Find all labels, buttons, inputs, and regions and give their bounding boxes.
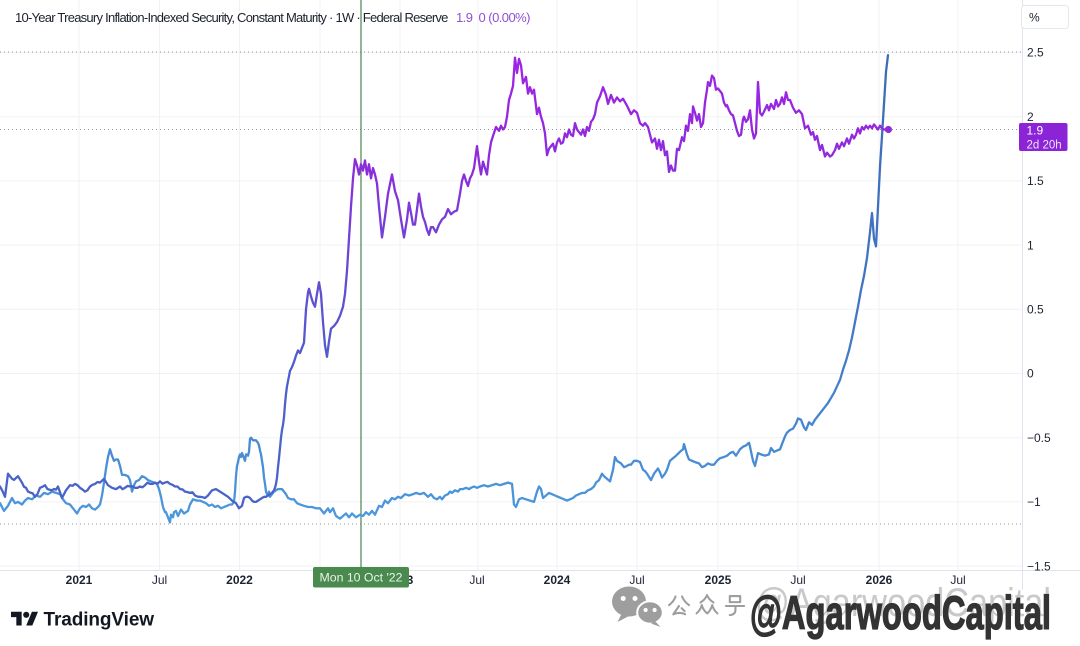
svg-text:−1: −1	[1027, 495, 1041, 509]
svg-text:1.9 0 (0.00%): 1.9 0 (0.00%)	[456, 10, 530, 25]
svg-text:Jul: Jul	[790, 573, 805, 587]
svg-text:2026: 2026	[866, 573, 893, 587]
svg-text:Jul: Jul	[629, 573, 644, 587]
svg-text:2025: 2025	[705, 573, 732, 587]
svg-text:0: 0	[1027, 367, 1034, 381]
svg-text:@AgarwoodCapital: @AgarwoodCapital	[755, 581, 1051, 625]
svg-text:Jul: Jul	[152, 573, 167, 587]
svg-text:Jul: Jul	[950, 573, 965, 587]
svg-text:%: %	[1029, 11, 1040, 25]
svg-text:1: 1	[1027, 238, 1034, 252]
svg-text:2022: 2022	[226, 573, 253, 587]
svg-text:2021: 2021	[66, 573, 93, 587]
svg-text:Mon 10 Oct '22: Mon 10 Oct '22	[319, 571, 402, 585]
svg-text:1.9: 1.9	[1027, 124, 1044, 138]
svg-text:2d 20h: 2d 20h	[1027, 140, 1062, 152]
svg-text:TradingView: TradingView	[44, 610, 155, 631]
svg-text:1.5: 1.5	[1027, 174, 1044, 188]
svg-text:−0.5: −0.5	[1027, 431, 1051, 445]
svg-text:2: 2	[1027, 110, 1034, 124]
svg-text:2024: 2024	[544, 573, 571, 587]
svg-text:−1.5: −1.5	[1027, 559, 1051, 573]
svg-text:2.5: 2.5	[1027, 46, 1044, 60]
svg-text:10-Year Treasury Inflation-Ind: 10-Year Treasury Inflation-Indexed Secur…	[15, 10, 448, 25]
svg-text:0.5: 0.5	[1027, 303, 1044, 317]
svg-text:@AgarwoodCapital: @AgarwoodCapital	[750, 586, 1051, 639]
svg-text:Jul: Jul	[469, 573, 484, 587]
